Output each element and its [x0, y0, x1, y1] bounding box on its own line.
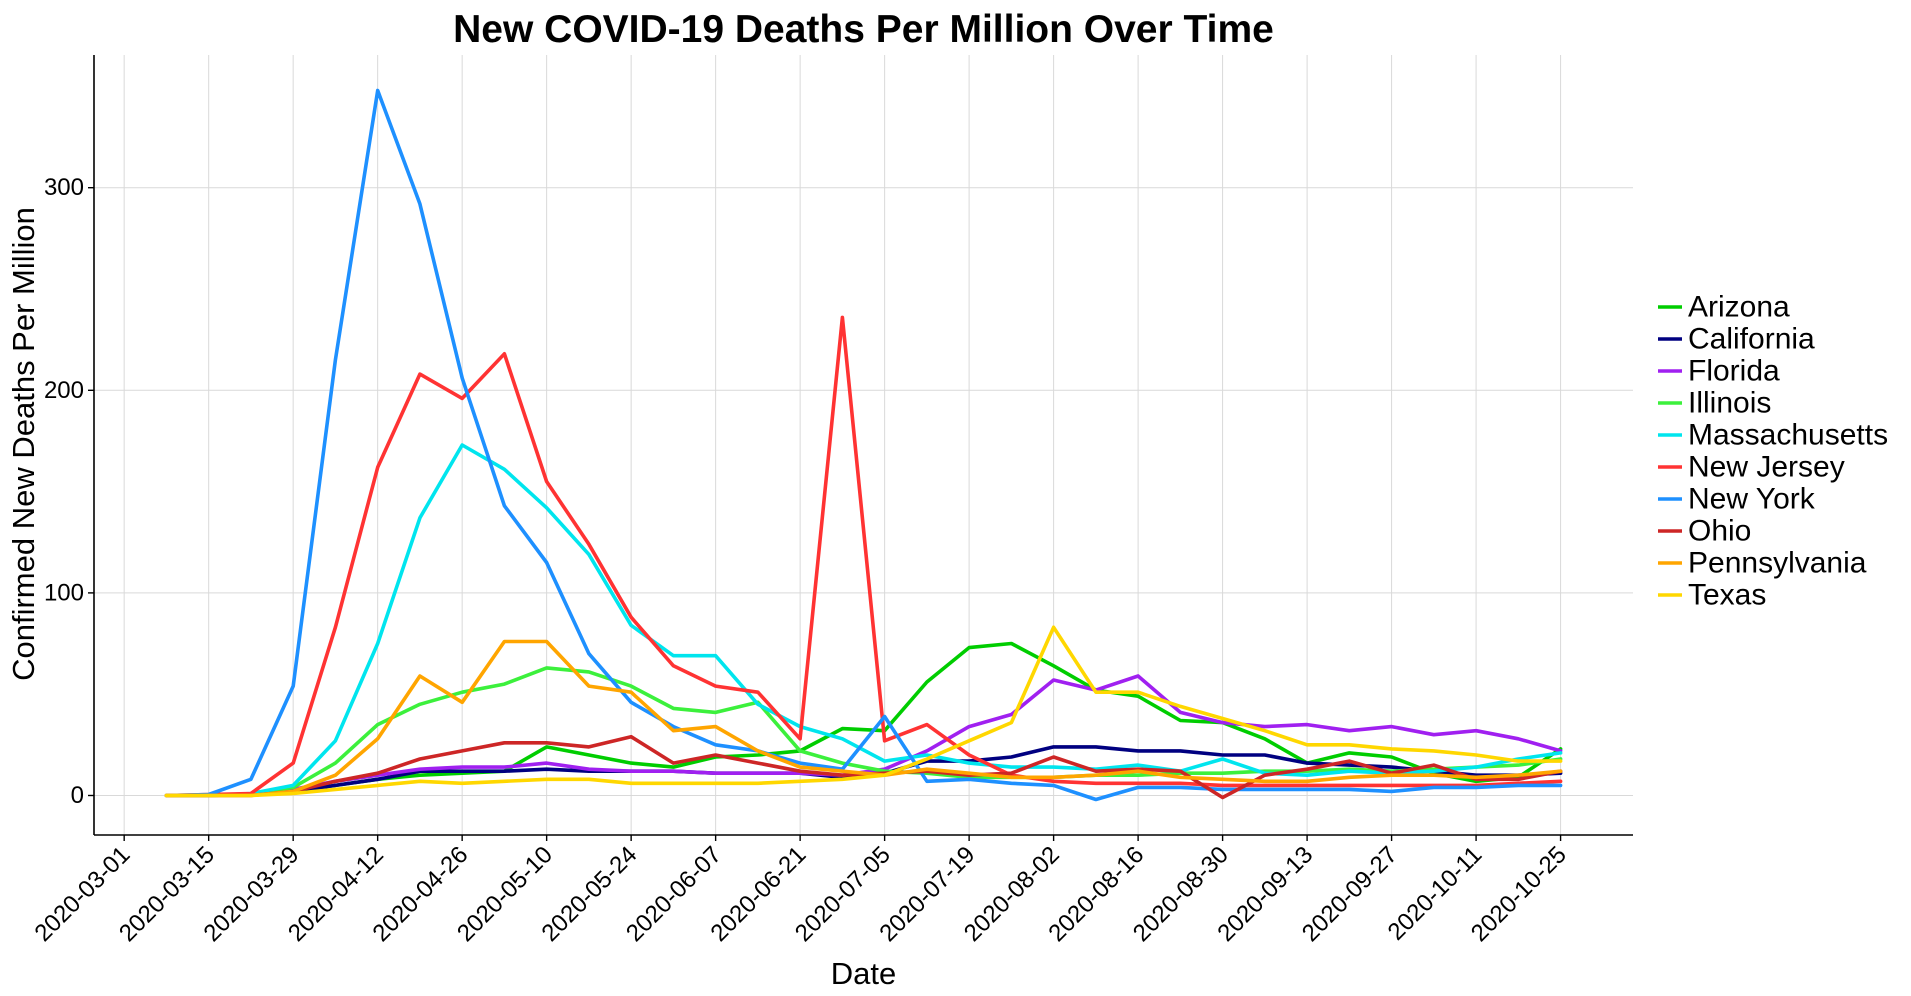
y-tick-label: 300 [44, 174, 84, 201]
chart-title: New COVID-19 Deaths Per Million Over Tim… [453, 8, 1274, 51]
y-axis-title: Confirmed New Deaths Per Million [6, 207, 41, 681]
series-line-illinois [164, 666, 1563, 798]
series-line-texas [164, 625, 1563, 798]
series-line-pennsylvania [164, 639, 1563, 798]
legend-label-pennsylvania: Pennsylvania [1688, 547, 1867, 580]
legend-label-new-jersey: New Jersey [1688, 451, 1845, 484]
legend-item-massachusetts: Massachusetts [1658, 419, 1888, 452]
legend-item-texas: Texas [1658, 579, 1766, 612]
legend-item-arizona: Arizona [1658, 291, 1790, 324]
series-layer [164, 88, 1563, 802]
y-tick-label: 0 [71, 782, 84, 809]
legend-label-florida: Florida [1688, 355, 1780, 388]
legend-label-ohio: Ohio [1688, 515, 1751, 548]
legend-label-california: California [1688, 323, 1815, 356]
legend-item-new-jersey: New Jersey [1658, 451, 1845, 484]
series-line-arizona [164, 641, 1563, 798]
y-tick-label: 100 [44, 579, 84, 606]
legend-item-florida: Florida [1658, 355, 1780, 388]
grid-layer [94, 55, 1633, 835]
legend-item-california: California [1658, 323, 1815, 356]
legend-item-new-york: New York [1658, 483, 1816, 516]
legend-label-illinois: Illinois [1688, 387, 1771, 420]
x-axis-title: Date [831, 956, 896, 991]
series-line-new-jersey [164, 315, 1563, 798]
y-tick-label: 200 [44, 377, 84, 404]
series-line-massachusetts [164, 443, 1563, 798]
legend-item-pennsylvania: Pennsylvania [1658, 547, 1867, 580]
legend-label-massachusetts: Massachusetts [1688, 419, 1888, 452]
legend-label-new-york: New York [1688, 483, 1816, 516]
legend-item-ohio: Ohio [1658, 515, 1751, 548]
legend-item-illinois: Illinois [1658, 387, 1771, 420]
legend-label-arizona: Arizona [1688, 291, 1790, 324]
legend: ArizonaCaliforniaFloridaIllinoisMassachu… [1658, 291, 1888, 612]
series-line-new-york [164, 88, 1563, 802]
legend-label-texas: Texas [1688, 579, 1766, 612]
